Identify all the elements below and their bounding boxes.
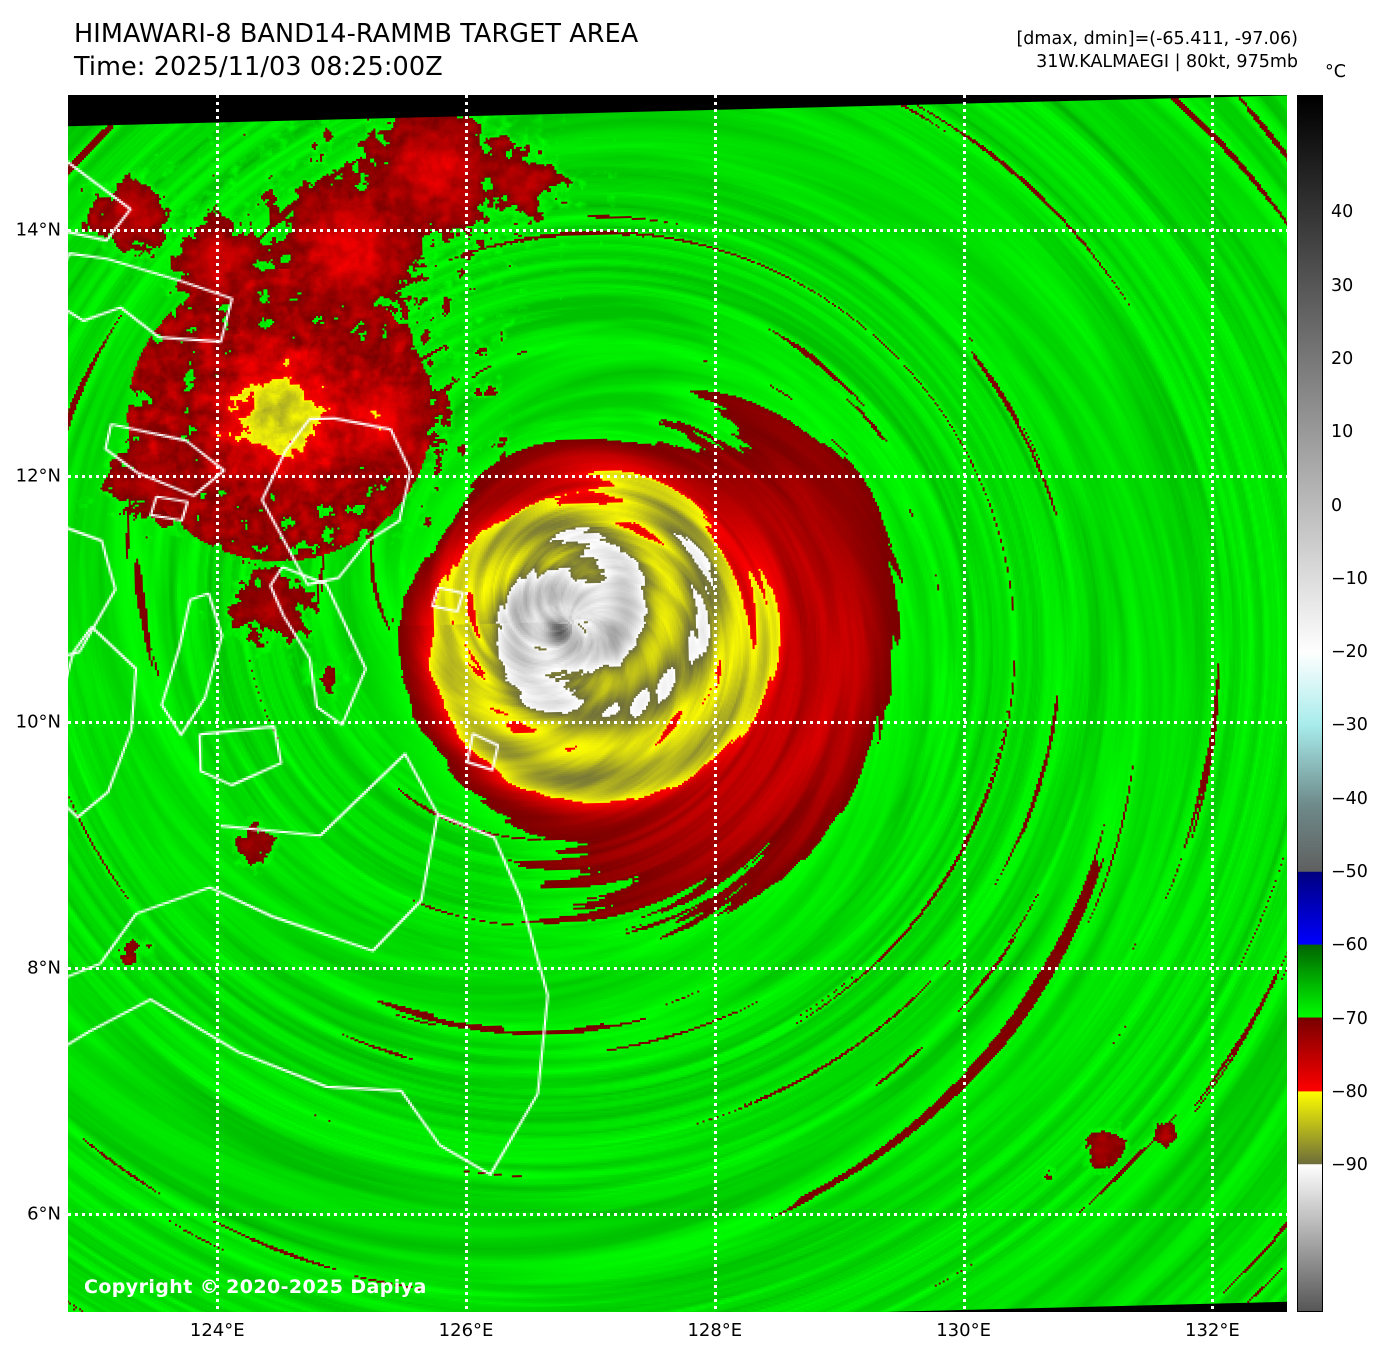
colorbar-tick--20: −20 — [1331, 642, 1368, 663]
lon-tick-132°E: 132°E — [1184, 1320, 1240, 1341]
colorbar-tick-0: 0 — [1331, 495, 1343, 516]
colorbar-tick-20: 20 — [1331, 348, 1354, 369]
colorbar-tick--10: −10 — [1331, 568, 1368, 589]
lon-tick-126°E: 126°E — [438, 1320, 494, 1341]
colorbar-tick--70: −70 — [1331, 1008, 1368, 1029]
colorbar-tick-10: 10 — [1331, 422, 1354, 443]
dminmax-label: [dmax, dmin]=(-65.411, -97.06) — [1016, 29, 1298, 49]
colorbar-tick--80: −80 — [1331, 1082, 1368, 1103]
lat-tick-6°N: 6°N — [27, 1203, 61, 1225]
colorbar-tick--60: −60 — [1331, 935, 1368, 956]
colorbar-tick--40: −40 — [1331, 788, 1368, 809]
colorbar-tick-40: 40 — [1331, 202, 1354, 223]
colorbar-tick--30: −30 — [1331, 715, 1368, 736]
timestamp-label: Time: 2025/11/03 08:25:00Z — [74, 52, 443, 83]
lat-tick-10°N: 10°N — [15, 711, 61, 733]
colorbar-tick-30: 30 — [1331, 275, 1354, 296]
colorbar-tick--90: −90 — [1331, 1155, 1368, 1176]
satellite-image-plot[interactable]: Copyright © 2020-2025 Dapiya — [68, 95, 1287, 1312]
lon-tick-128°E: 128°E — [687, 1320, 743, 1341]
lat-tick-12°N: 12°N — [15, 465, 61, 487]
page-title: HIMAWARI-8 BAND14-RAMMB TARGET AREA — [74, 19, 639, 49]
title-block: HIMAWARI-8 BAND14-RAMMB TARGET AREA Time… — [74, 18, 638, 84]
satellite-raster-wrap — [68, 95, 1287, 1312]
lat-tick-14°N: 14°N — [15, 219, 61, 241]
lon-tick-124°E: 124°E — [189, 1320, 245, 1341]
lat-tick-8°N: 8°N — [27, 957, 61, 979]
colorbar[interactable] — [1297, 95, 1323, 1312]
colorbar-tick--50: −50 — [1331, 862, 1368, 883]
satellite-raster — [68, 95, 1287, 1312]
metadata-block: [dmax, dmin]=(-65.411, -97.06) 31W.KALMA… — [1016, 28, 1298, 74]
storm-info-label: 31W.KALMAEGI | 80kt, 975mb — [1036, 51, 1298, 72]
copyright-label: Copyright © 2020-2025 Dapiya — [84, 1276, 427, 1298]
colorbar-unit-label: °C — [1325, 62, 1346, 82]
lon-tick-130°E: 130°E — [936, 1320, 991, 1341]
